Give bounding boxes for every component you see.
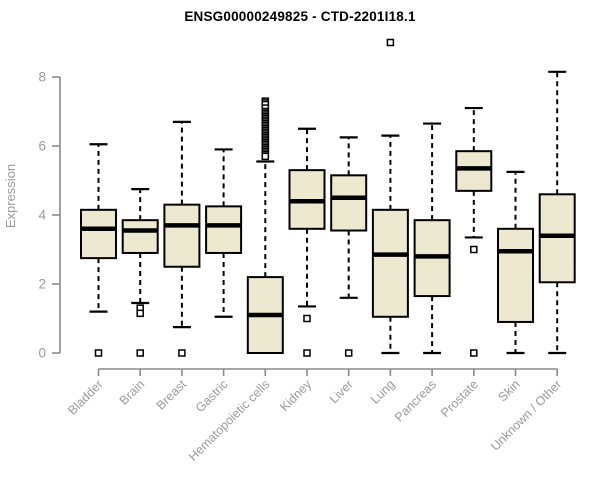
x-tick-label-bladder: Bladder — [65, 377, 105, 417]
boxplot-hematopoietic-cells — [246, 97, 284, 355]
iqr-box — [497, 227, 534, 323]
boxplot-breast — [163, 120, 201, 357]
outlier-point — [178, 349, 186, 357]
boxplot-unknown-other — [538, 70, 576, 355]
x-tick-label-skin: Skin — [496, 377, 523, 404]
boxplot-bladder — [80, 143, 117, 357]
boxplot-gastric — [205, 148, 243, 318]
boxplot-skin — [497, 170, 534, 355]
iqr-box — [538, 193, 576, 284]
iqr-box — [80, 208, 117, 260]
iqr-box — [205, 205, 243, 254]
iqr-box — [455, 150, 493, 192]
boxplot-kidney — [288, 127, 326, 357]
chart-title: ENSG00000249825 - CTD-2201I18.1 — [184, 9, 416, 24]
outlier-point — [303, 314, 311, 323]
x-tick-label-gastric: Gastric — [193, 377, 231, 415]
outlier-point — [386, 38, 395, 47]
y-axis: 0 2 4 6 8 — [38, 70, 61, 361]
x-tick-label-unknown-other: Unknown / Other — [488, 377, 564, 453]
boxplot-prostate — [455, 106, 493, 357]
x-tick-label-liver: Liver — [327, 377, 356, 406]
iqr-box — [121, 219, 159, 254]
boxplot-liver — [330, 136, 368, 357]
outlier-point — [303, 349, 311, 357]
y-tick-label: 4 — [38, 208, 46, 223]
outlier-point — [94, 349, 103, 357]
outlier-point — [470, 245, 478, 254]
y-tick-label: 2 — [38, 277, 46, 292]
x-tick-label-prostate: Prostate — [438, 377, 481, 420]
outlier-point — [136, 309, 144, 318]
x-tick-label-breast: Breast — [154, 377, 190, 413]
x-tick-label-kidney: Kidney — [277, 377, 314, 414]
outlier-point — [261, 152, 270, 161]
y-axis-title: Expression — [3, 164, 18, 228]
boxplot-pancreas — [413, 122, 451, 355]
iqr-box — [371, 208, 409, 318]
y-tick-label: 0 — [38, 346, 46, 361]
outlier-point — [136, 349, 144, 357]
boxplot-brain — [121, 188, 159, 357]
boxplot-lung — [371, 38, 409, 355]
x-tick-label-brain: Brain — [117, 377, 148, 408]
x-tick-label-pancreas: Pancreas — [392, 377, 439, 424]
iqr-box — [163, 203, 201, 268]
outlier-point — [470, 349, 478, 357]
x-tick-label-lung: Lung — [368, 377, 398, 407]
outlier-point — [344, 349, 353, 357]
y-tick-label: 6 — [38, 139, 46, 154]
x-tick-label-hematopoietic-cells: Hematopoietic cells — [186, 377, 273, 464]
y-tick-label: 8 — [38, 70, 46, 85]
iqr-box — [330, 174, 368, 232]
